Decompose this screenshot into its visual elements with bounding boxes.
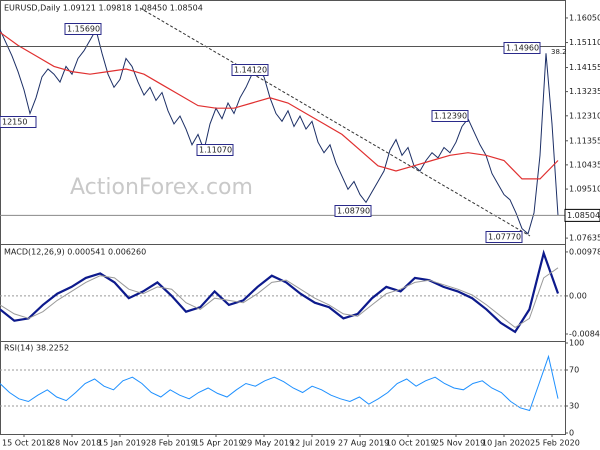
annotation-box <box>431 110 469 122</box>
x-tick-label: 28 Feb 2019 <box>146 439 196 448</box>
y-tick-label: 1.16050 <box>569 13 600 22</box>
x-tick-label: 10 Jan 2020 <box>482 439 530 448</box>
y-tick-label: 1.10435 <box>569 160 600 169</box>
y-tick-label: 1.13235 <box>569 87 600 96</box>
y-tick-label: 70 <box>569 366 579 375</box>
y-tick-label: 1.07635 <box>569 234 600 243</box>
annotation: 1.14960 <box>506 44 539 53</box>
annotation: 1.07770 <box>488 233 521 242</box>
x-tick-label: 15 Jan 2019 <box>98 439 146 448</box>
y-tick-label: 1.12310 <box>569 111 600 120</box>
chart-title: EURUSD,Daily 1.09121 1.09818 1.08450 1.0… <box>4 4 203 13</box>
x-tick-label: 27 Aug 2019 <box>338 439 389 448</box>
panel-frame <box>0 341 566 435</box>
series-line <box>0 249 560 334</box>
x-tick-label: 29 May 2019 <box>242 439 294 448</box>
x-tick-label: 28 Nov 2018 <box>50 439 101 448</box>
annotation: 1.12390 <box>434 112 467 121</box>
y-tick-label: 0 <box>569 429 574 438</box>
y-tick-label: 1.09510 <box>569 185 600 194</box>
price-box <box>564 208 600 222</box>
series-line <box>0 354 559 412</box>
x-tick-label: 15 Apr 2019 <box>194 439 243 448</box>
annotation-box <box>334 205 372 217</box>
y-tick-label: -0.008464 <box>569 329 600 338</box>
annotation: 38.2 <box>551 48 567 56</box>
annotation: 12150 <box>2 118 27 127</box>
y-tick-label: 30 <box>569 402 579 411</box>
annotation: 1.14120 <box>234 66 267 75</box>
annotation-box <box>196 144 234 156</box>
annotation-box <box>231 64 269 76</box>
y-tick-label: 0.00 <box>569 291 587 300</box>
rsi-title: RSI(14) 38.2252 <box>4 344 69 353</box>
price-label: 1.08504 <box>567 211 600 220</box>
y-tick-label: 1.14155 <box>569 63 600 72</box>
series-line <box>0 31 559 180</box>
y-tick-label: 100 <box>569 339 584 348</box>
annotation-box <box>0 116 37 128</box>
x-tick-label: 15 Oct 2018 <box>2 439 51 448</box>
x-tick-label: 10 Oct 2019 <box>386 439 435 448</box>
series-line <box>0 267 559 329</box>
y-tick-label: 1.11355 <box>569 136 600 145</box>
x-tick-label: 25 Feb 2020 <box>530 439 580 448</box>
annotation-box <box>503 42 541 54</box>
y-tick-label: 0.00978 <box>569 247 600 256</box>
x-tick-label: 12 Jul 2019 <box>290 439 335 448</box>
annotation-box <box>64 23 102 35</box>
annotation: 1.11070 <box>199 146 232 155</box>
y-tick-label: 1.15110 <box>569 38 600 47</box>
macd-title: MACD(12,26,9) 0.000541 0.006260 <box>4 248 146 257</box>
watermark: ActionForex.com <box>70 175 253 200</box>
annotation-box <box>485 231 523 243</box>
annotation: 1.15690 <box>67 25 100 34</box>
x-tick-label: 25 Nov 2019 <box>434 439 485 448</box>
annotation: 1.08790 <box>337 207 370 216</box>
